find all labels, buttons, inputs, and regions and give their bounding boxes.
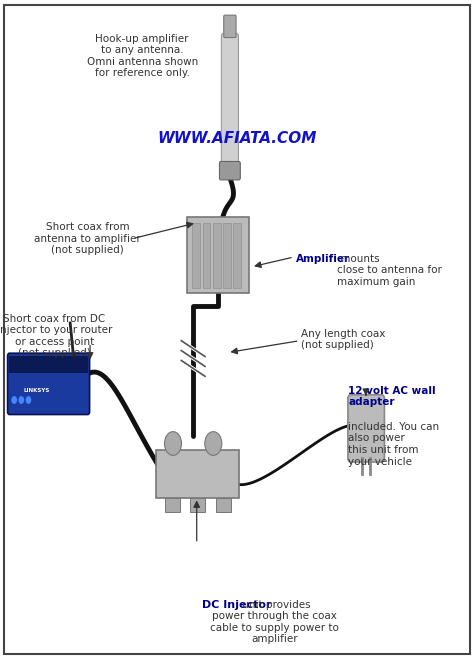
FancyBboxPatch shape <box>233 223 241 288</box>
Text: Short coax from DC
injector to your router
or access point
(not supplied): Short coax from DC injector to your rout… <box>0 314 112 358</box>
FancyBboxPatch shape <box>165 498 180 512</box>
Circle shape <box>11 396 17 404</box>
Text: Hook-up amplifier
to any antenna.
Omni antenna shown
for reference only.: Hook-up amplifier to any antenna. Omni a… <box>87 34 198 78</box>
FancyBboxPatch shape <box>9 356 88 372</box>
Text: WWW.AFIATA.COM: WWW.AFIATA.COM <box>157 131 317 146</box>
Text: LINKSYS: LINKSYS <box>24 388 50 393</box>
FancyBboxPatch shape <box>8 353 90 415</box>
FancyBboxPatch shape <box>219 161 240 180</box>
Text: DC Injector: DC Injector <box>202 600 272 610</box>
Text: 12 volt AC wall
adapter: 12 volt AC wall adapter <box>348 386 436 407</box>
Circle shape <box>18 396 24 404</box>
FancyBboxPatch shape <box>216 498 231 512</box>
FancyBboxPatch shape <box>156 450 239 498</box>
FancyBboxPatch shape <box>223 223 231 288</box>
FancyBboxPatch shape <box>224 15 236 38</box>
FancyBboxPatch shape <box>192 223 200 288</box>
FancyBboxPatch shape <box>213 223 220 288</box>
Circle shape <box>205 432 222 455</box>
Text: Any length coax
(not supplied): Any length coax (not supplied) <box>301 329 385 350</box>
Text: mounts
close to antenna for
maximum gain: mounts close to antenna for maximum gain <box>337 254 441 287</box>
Circle shape <box>26 396 31 404</box>
FancyBboxPatch shape <box>187 217 249 293</box>
FancyBboxPatch shape <box>203 223 210 288</box>
Text: Amplifier: Amplifier <box>296 254 350 264</box>
FancyBboxPatch shape <box>221 34 238 166</box>
FancyBboxPatch shape <box>348 395 384 462</box>
Circle shape <box>164 432 182 455</box>
Text: Short coax from
antenna to amplifier
(not supplied): Short coax from antenna to amplifier (no… <box>34 222 141 255</box>
Text: unit provides
power through the coax
cable to supply power to
amplifier: unit provides power through the coax cab… <box>210 600 339 645</box>
Text: included. You can
also power
this unit from
your vehicle: included. You can also power this unit f… <box>348 422 439 467</box>
FancyBboxPatch shape <box>190 498 205 512</box>
